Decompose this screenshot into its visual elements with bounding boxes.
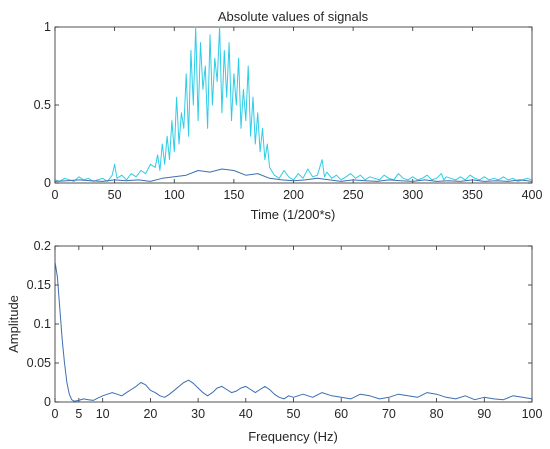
- bottom-x-tick-label: 100: [522, 407, 543, 421]
- top-y-tick-label: 1: [44, 20, 51, 34]
- top-series-line-0: [54, 26, 533, 182]
- top-x-tick-label: 100: [164, 188, 185, 202]
- frequency-domain-plot: Frequency (Hz) Amplitude 0 5 10 20 30 40 50 60 7…: [6, 239, 542, 444]
- top-x-tick-label: 300: [402, 188, 423, 202]
- time-domain-plot: Absolute values of signals Time (1/200*s…: [34, 9, 543, 222]
- bottom-axes-frame: [54, 245, 533, 403]
- bottom-x-tick-label: 90: [477, 407, 491, 421]
- bottom-y-tick-label: 0.2: [34, 239, 51, 253]
- top-x-tick-label: 250: [343, 188, 364, 202]
- top-x-tick-label: 200: [283, 188, 304, 202]
- bottom-y-tick-label: 0: [44, 395, 51, 409]
- bottom-ticks: 0 5 10 20 30 40 50 60 70 80 90 100 0 0.05 0.1 0.15 0.2: [27, 239, 543, 421]
- bottom-x-tick-label: 60: [334, 407, 348, 421]
- bottom-y-axis-label: Amplitude: [6, 295, 21, 353]
- bottom-y-tick-label: 0.1: [34, 317, 51, 331]
- bottom-x-tick-label: 0: [52, 407, 59, 421]
- bottom-x-tick-label: 5: [75, 407, 82, 421]
- top-x-tick-label: 350: [462, 188, 483, 202]
- top-series-line-1: [54, 168, 533, 182]
- bottom-y-tick-label: 0.15: [27, 278, 51, 292]
- top-x-tick-label: 0: [52, 188, 59, 202]
- bottom-x-tick-label: 80: [430, 407, 444, 421]
- bottom-x-tick-label: 10: [96, 407, 110, 421]
- top-axes-frame: [54, 26, 533, 184]
- top-ticks: 0 50 100 150 200 250 300 350 400 0 0.5 1: [34, 20, 543, 202]
- top-x-tick-label: 400: [522, 188, 543, 202]
- top-x-tick-label: 150: [223, 188, 244, 202]
- bottom-series-line-0: [54, 261, 533, 402]
- bottom-series: [54, 261, 533, 402]
- top-x-axis-label: Time (1/200*s): [251, 207, 336, 222]
- top-series: [54, 26, 533, 182]
- bottom-x-axis-label: Frequency (Hz): [248, 429, 338, 444]
- top-y-tick-label: 0.5: [34, 98, 51, 112]
- bottom-x-tick-label: 50: [287, 407, 301, 421]
- top-y-tick-label: 0: [44, 176, 51, 190]
- bottom-x-tick-label: 30: [191, 407, 205, 421]
- bottom-y-tick-label: 0.05: [27, 356, 51, 370]
- bottom-x-tick-label: 40: [239, 407, 253, 421]
- bottom-x-tick-label: 20: [143, 407, 157, 421]
- bottom-x-tick-label: 70: [382, 407, 396, 421]
- top-x-tick-label: 50: [108, 188, 122, 202]
- top-chart-title: Absolute values of signals: [218, 9, 369, 24]
